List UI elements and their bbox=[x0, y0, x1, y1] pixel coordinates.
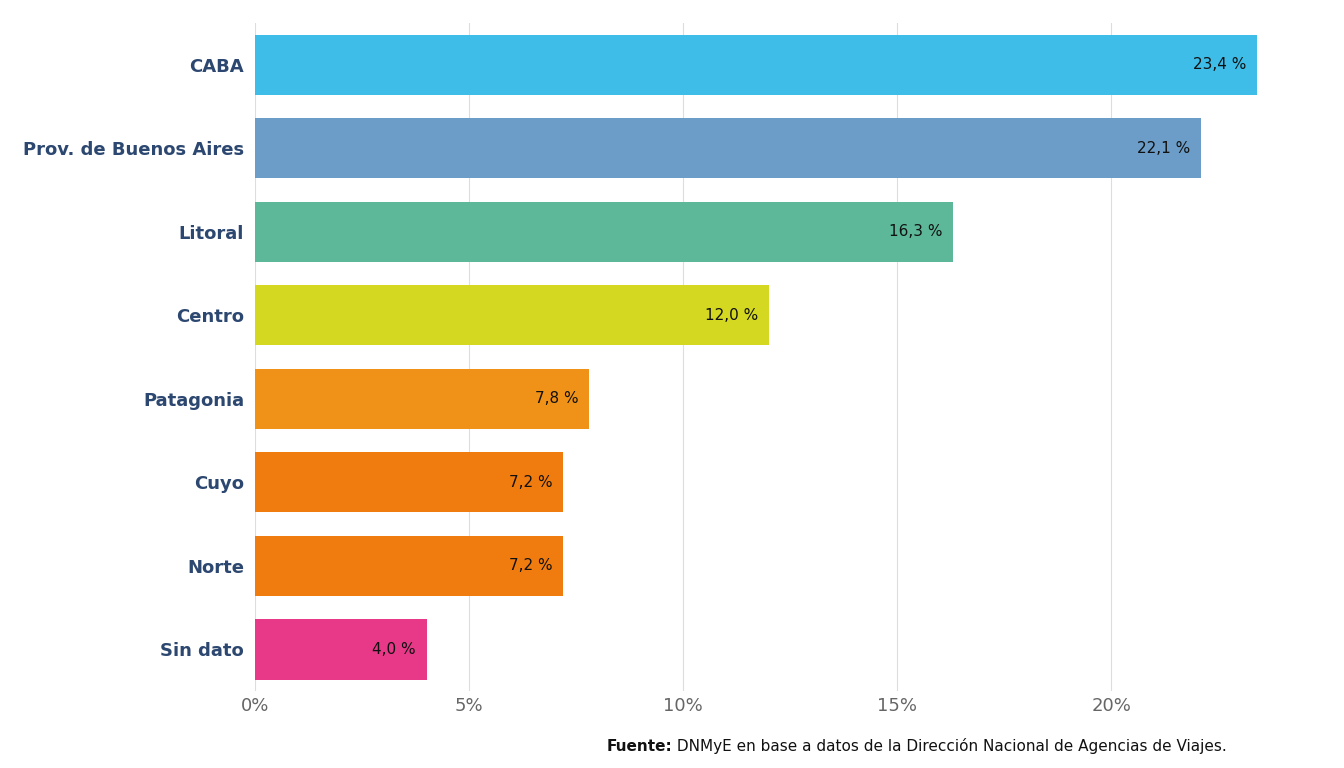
Bar bbox=[255, 202, 953, 262]
Bar bbox=[255, 536, 563, 596]
Text: 7,2 %: 7,2 % bbox=[509, 475, 552, 490]
Text: 16,3 %: 16,3 % bbox=[888, 224, 942, 240]
Bar bbox=[255, 118, 1202, 178]
Text: 12,0 %: 12,0 % bbox=[704, 308, 758, 323]
Bar bbox=[255, 369, 589, 429]
Text: Fuente:: Fuente: bbox=[606, 739, 672, 754]
Text: 4,0 %: 4,0 % bbox=[372, 642, 415, 657]
Bar bbox=[255, 35, 1257, 95]
Bar bbox=[255, 285, 769, 346]
Text: 23,4 %: 23,4 % bbox=[1192, 58, 1246, 72]
Text: 7,2 %: 7,2 % bbox=[509, 558, 552, 574]
Text: DNMyE en base a datos de la Dirección Nacional de Agencias de Viajes.: DNMyE en base a datos de la Dirección Na… bbox=[672, 738, 1227, 754]
Text: 22,1 %: 22,1 % bbox=[1137, 141, 1191, 156]
Text: 7,8 %: 7,8 % bbox=[535, 392, 578, 406]
Bar bbox=[255, 619, 426, 680]
Bar bbox=[255, 452, 563, 512]
